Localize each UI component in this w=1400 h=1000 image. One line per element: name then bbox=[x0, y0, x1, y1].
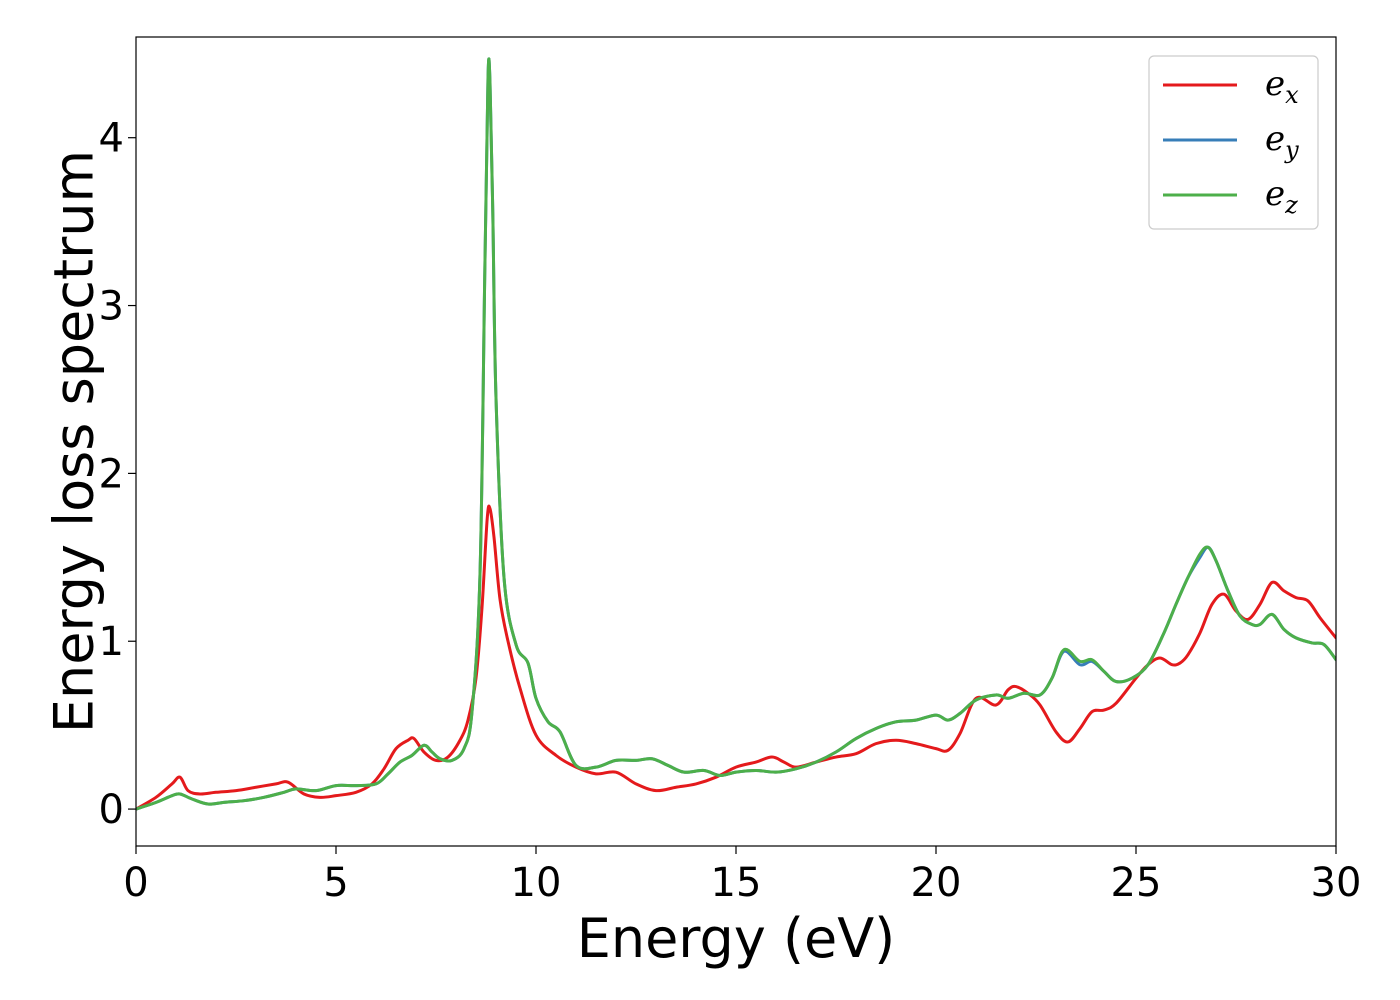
x-axis-label: Energy (eV) bbox=[577, 907, 896, 970]
legend-label-base: e bbox=[1265, 174, 1285, 214]
legend-label-base: e bbox=[1265, 64, 1285, 104]
x-tick-label: 10 bbox=[511, 860, 562, 906]
y-tick-label: 1 bbox=[99, 619, 124, 665]
series-line-e-x bbox=[136, 504, 1336, 811]
y-tick-label: 4 bbox=[99, 116, 124, 162]
x-tick-label: 20 bbox=[911, 860, 962, 906]
x-tick-label: 5 bbox=[323, 860, 348, 906]
y-tick-label: 0 bbox=[99, 787, 124, 833]
legend-box bbox=[1148, 55, 1319, 230]
legend-label-e-x: ex bbox=[1265, 64, 1299, 109]
legend-label-base: e bbox=[1265, 119, 1285, 159]
legend-label-e-y: ey bbox=[1265, 119, 1299, 164]
series-layer bbox=[136, 57, 1336, 811]
legend-label-e-z: ez bbox=[1265, 174, 1298, 219]
x-axis-ticks: 0 5 10 15 20 25 30 bbox=[123, 846, 1361, 906]
x-tick-label: 0 bbox=[123, 860, 148, 906]
y-tick-label: 2 bbox=[99, 451, 124, 497]
x-tick-label: 25 bbox=[1111, 860, 1162, 906]
series-line-e-z bbox=[136, 57, 1336, 811]
legend-label-sub: x bbox=[1285, 81, 1299, 109]
y-tick-label: 3 bbox=[99, 284, 124, 330]
y-axis-ticks: 0 1 2 3 4 bbox=[99, 116, 136, 833]
legend-label-sub: z bbox=[1284, 191, 1298, 219]
x-tick-label: 15 bbox=[711, 860, 762, 906]
y-axis-label: Energy loss spectrum bbox=[43, 150, 106, 733]
x-tick-label: 30 bbox=[1311, 860, 1362, 906]
legend-label-sub: y bbox=[1284, 136, 1299, 164]
